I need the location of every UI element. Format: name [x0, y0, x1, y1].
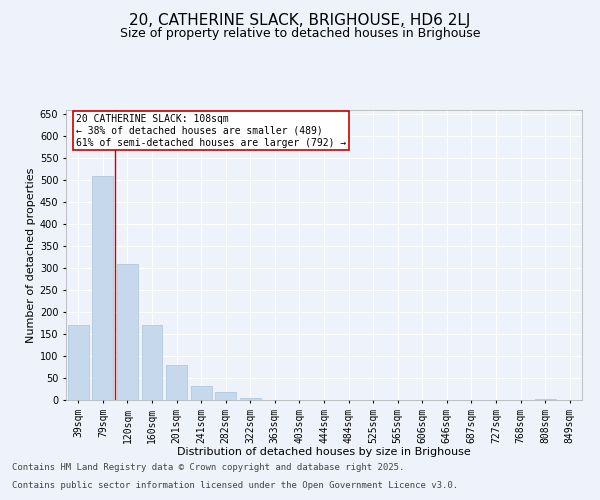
Bar [535, 398, 556, 400]
Text: 20, CATHERINE SLACK, BRIGHOUSE, HD6 2LJ: 20, CATHERINE SLACK, BRIGHOUSE, HD6 2LJ [130, 12, 470, 28]
Bar [142, 326, 163, 400]
Text: Size of property relative to detached houses in Brighouse: Size of property relative to detached ho… [120, 28, 480, 40]
Text: Contains public sector information licensed under the Open Government Licence v3: Contains public sector information licen… [12, 481, 458, 490]
Bar [240, 398, 261, 400]
Y-axis label: Number of detached properties: Number of detached properties [26, 168, 35, 342]
Text: Contains HM Land Registry data © Crown copyright and database right 2025.: Contains HM Land Registry data © Crown c… [12, 464, 404, 472]
Text: 20 CATHERINE SLACK: 108sqm
← 38% of detached houses are smaller (489)
61% of sem: 20 CATHERINE SLACK: 108sqm ← 38% of deta… [76, 114, 347, 148]
Bar [68, 326, 89, 400]
Bar [92, 176, 113, 400]
X-axis label: Distribution of detached houses by size in Brighouse: Distribution of detached houses by size … [177, 447, 471, 457]
Bar [117, 264, 138, 400]
Bar [215, 392, 236, 400]
Bar [166, 365, 187, 400]
Bar [191, 386, 212, 400]
